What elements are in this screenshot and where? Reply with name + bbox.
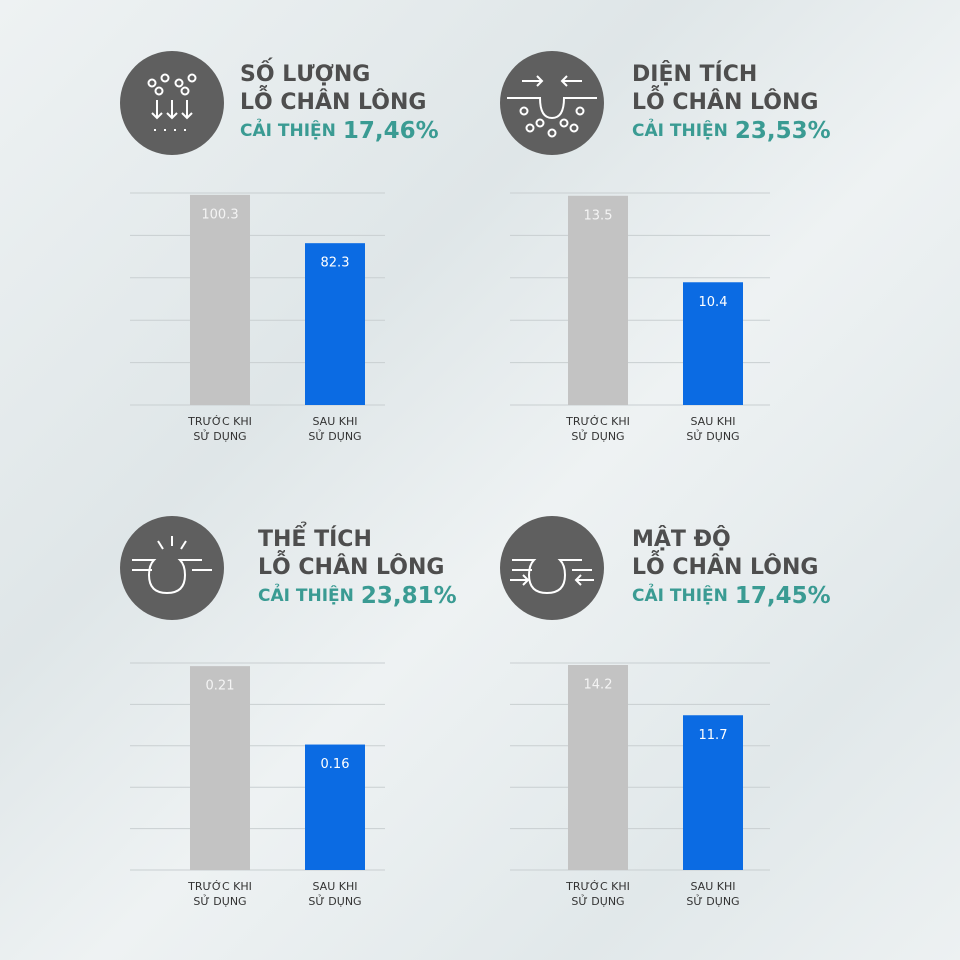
x-tick-label: SAU KHI SỬ DỤNG [308,880,361,908]
icon-dot [187,73,197,83]
icon-circle [120,516,224,620]
icon-circle [500,51,604,155]
value-label: 13.5 [584,208,613,223]
icon-dot [160,73,170,83]
bar [190,194,250,405]
icon-dot [147,78,157,88]
value-label: 0.21 [206,679,235,694]
chart-title: MẬT ĐỘ [632,525,731,552]
icon-dot [535,118,545,128]
improvement: CẢI THIỆN 23,53% [632,118,831,144]
improvement: CẢI THIỆN 17,45% [632,583,831,609]
icon [120,516,224,620]
improvement-value: 17,46% [343,118,439,144]
value-label: 100.3 [201,207,238,222]
chart-title: LỖ CHÂN LÔNG [632,86,818,115]
icon-rays [157,536,187,550]
icon-arrow [166,100,178,120]
icon-dot [519,106,529,116]
improvement-value: 23,53% [735,118,831,144]
icon-arrow [181,100,193,120]
bar [305,243,365,405]
bar [568,665,628,870]
chart-title: LỖ CHÂN LÔNG [240,86,426,115]
chart-title: DIỆN TÍCH [632,60,757,87]
icon-pore [507,97,597,120]
icon-dot [569,123,579,133]
icon [500,51,604,155]
icon-circle [500,516,604,620]
x-tick-label: TRƯỚC KHI SỬ DỤNG [187,415,252,443]
icon-arrow [510,574,594,586]
icon-dot [559,118,569,128]
icon-dot [547,128,557,138]
bar [568,195,628,405]
value-label: 11.7 [699,728,728,743]
bar [190,666,250,870]
improvement-value: 17,45% [735,583,831,609]
icon [500,516,604,620]
improvement: CẢI THIỆN 23,81% [258,583,457,609]
chart-title: THỂ TÍCH [258,523,372,552]
value-label: 10.4 [699,295,728,310]
improvement: CẢI THIỆN 17,46% [240,118,439,144]
icon-dot [525,123,535,133]
chart-title: LỖ CHÂN LÔNG [632,551,818,580]
improvement-label: CẢI THIỆN [632,583,728,606]
icon-dot [575,106,585,116]
icon-arrow [151,100,163,120]
icon [120,51,224,155]
improvement-label: CẢI THIỆN [258,583,354,606]
x-tick-label: SAU KHI SỬ DỤNG [686,415,739,443]
value-label: 14.2 [584,678,613,693]
x-tick-label: TRƯỚC KHI SỬ DỤNG [565,415,630,443]
icon-dot [180,86,190,96]
x-tick-label: TRƯỚC KHI SỬ DỤNG [565,880,630,908]
icon-pore [132,559,212,595]
icon-dot [174,78,184,88]
improvement-label: CẢI THIỆN [632,118,728,141]
value-label: 82.3 [321,256,350,271]
chart-title: SỐ LƯỢNG [240,58,370,87]
bar [683,715,743,870]
improvement-label: CẢI THIỆN [240,118,336,141]
icon-dot [154,86,164,96]
x-tick-label: SAU KHI SỬ DỤNG [308,415,361,443]
icon-pore [512,559,592,595]
value-label: 0.16 [321,757,350,772]
bar [305,744,365,870]
improvement-value: 23,81% [361,583,457,609]
x-tick-label: TRƯỚC KHI SỬ DỤNG [187,880,252,908]
bar [683,282,743,405]
chart-title: LỖ CHÂN LÔNG [258,551,444,580]
icon-arrow [522,75,582,87]
x-tick-label: SAU KHI SỬ DỤNG [686,880,739,908]
